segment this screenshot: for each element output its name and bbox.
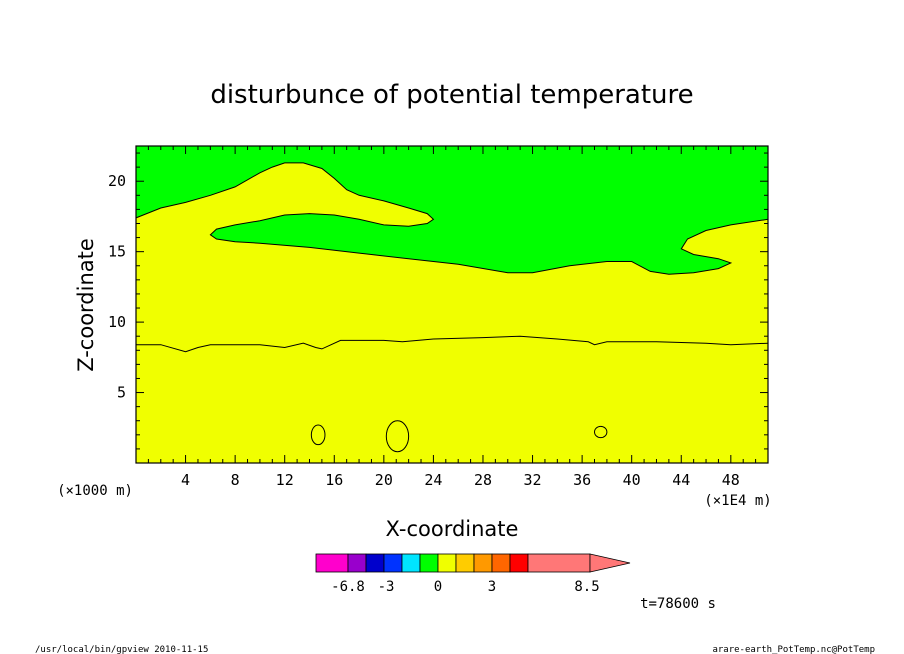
x-tick-label: 24: [424, 471, 442, 489]
y-tick-label: 10: [108, 313, 126, 331]
colorbar-swatch: [365, 553, 385, 573]
colorbar: [315, 553, 631, 573]
colorbar-swatch: [419, 553, 439, 573]
contour-region-yellow: [136, 162, 768, 463]
x-unit-left: (×1000 m): [57, 483, 133, 499]
colorbar-tick-label: -6.8: [331, 579, 365, 595]
y-axis-label: Z-coordinate: [74, 238, 98, 372]
x-tick-label: 28: [474, 471, 492, 489]
small-contour: [310, 424, 326, 446]
x-tick-label: 16: [325, 471, 343, 489]
colorbar-swatch: [401, 553, 421, 573]
x-tick-label: 40: [623, 471, 641, 489]
colorbar-swatch: [315, 553, 349, 573]
colorbar-swatch: [347, 553, 367, 573]
plot-area: [135, 145, 769, 464]
colorbar-swatch: [383, 553, 403, 573]
colorbar-tick-label: 8.5: [574, 579, 599, 595]
x-axis-label: X-coordinate: [386, 517, 519, 541]
y-tick-label: 15: [108, 243, 126, 261]
colorbar-tick-label: 3: [488, 579, 496, 595]
footer-left: /usr/local/bin/gpview 2010-11-15: [35, 645, 208, 654]
plot-frame: [135, 145, 769, 464]
small-contours: [310, 420, 608, 453]
colorbar-swatch: [509, 553, 529, 573]
axis-ticks: [136, 146, 768, 463]
x-tick-label: 32: [524, 471, 542, 489]
colorbar-swatch: [491, 553, 511, 573]
x-tick-label: 36: [573, 471, 591, 489]
colorbar-swatch: [473, 553, 493, 573]
small-contour: [385, 420, 410, 453]
colorbar-swatch: [527, 553, 591, 573]
x-tick-labels: 4 8 12 16 20 24 28 32 36 40 44 48: [181, 471, 740, 489]
y-tick-labels: 5 10 15 20: [108, 172, 126, 401]
footer-right: arare-earth_PotTemp.nc@PotTemp: [712, 645, 875, 654]
chart-title: disturbunce of potential temperature: [210, 80, 693, 110]
colorbar-tick-label: 0: [434, 579, 442, 595]
x-tick-label: 20: [375, 471, 393, 489]
colorbar-swatch: [455, 553, 475, 573]
colorbar-swatch: [437, 553, 457, 573]
y-tick-label: 5: [117, 384, 126, 402]
y-tick-label: 20: [108, 172, 126, 190]
contour-line-lower: [136, 335, 769, 353]
colorbar-tick-label: -3: [378, 579, 395, 595]
time-label: t=78600 s: [640, 596, 716, 612]
x-tick-label: 48: [722, 471, 740, 489]
x-unit-right: (×1E4 m): [704, 493, 771, 509]
colorbar-extend-arrow: [589, 553, 631, 573]
x-tick-label: 44: [672, 471, 690, 489]
x-tick-label: 8: [231, 471, 240, 489]
x-tick-label: 12: [276, 471, 294, 489]
small-contour: [594, 425, 608, 439]
colorbar-tick-labels: -6.8 -3 0 3 8.5: [331, 579, 600, 595]
x-tick-label: 4: [181, 471, 190, 489]
contour-line-upper: [135, 162, 769, 275]
